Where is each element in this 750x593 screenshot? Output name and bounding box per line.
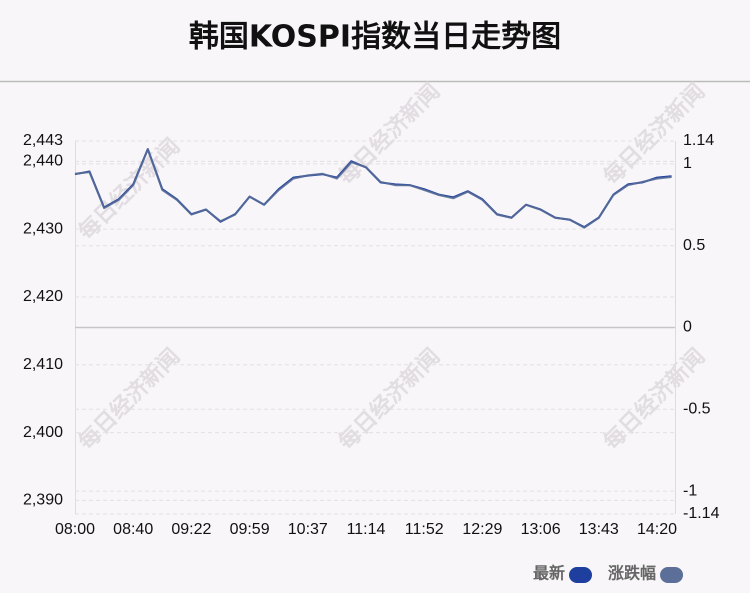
x-tick-label: 08:00 (55, 521, 95, 538)
y2-tick-label: 1 (683, 155, 692, 172)
y-tick-label: 2,440 (23, 153, 63, 170)
watermark: 每日经济新闻 (333, 343, 445, 455)
y2-tick-label: -1 (683, 482, 697, 499)
y-tick-label: 2,410 (23, 356, 63, 373)
y-tick-label: 2,400 (23, 424, 63, 441)
y-tick-label: 2,420 (23, 288, 63, 305)
x-tick-label: 08:40 (113, 521, 153, 538)
legend-swatch (660, 567, 684, 583)
y2-tick-label: 1.14 (683, 132, 714, 149)
x-tick-label: 13:06 (521, 521, 561, 538)
x-tick-label: 11:14 (347, 521, 386, 538)
watermark: 每日经济新闻 (598, 343, 710, 455)
chart-title: 韩国KOSPI指数当日走势图 (189, 20, 561, 55)
x-tick-label: 11:52 (405, 521, 444, 538)
y2-tick-label: 0 (683, 319, 692, 336)
y2-tick-label: 0.5 (683, 237, 705, 254)
legend-label: 涨跌幅 (608, 564, 656, 583)
legend-label: 最新 (533, 564, 565, 583)
watermark: 每日经济新闻 (73, 343, 185, 455)
y2-tick-label: -1.14 (683, 505, 720, 522)
x-tick-label: 13:43 (579, 521, 619, 538)
y-tick-label: 2,390 (23, 492, 63, 509)
x-tick-label: 14:20 (637, 521, 677, 538)
watermark: 每日经济新闻 (333, 78, 445, 190)
price-line (74, 148, 672, 229)
x-tick-label: 09:22 (171, 521, 211, 538)
x-tick-label: 10:37 (288, 521, 328, 538)
x-tick-label: 09:59 (230, 521, 270, 538)
legend-swatch (569, 567, 593, 583)
y-tick-label: 2,430 (23, 220, 63, 237)
x-tick-label: 12:29 (462, 521, 502, 538)
y-tick-label: 2,443 (23, 132, 63, 149)
y2-tick-label: -0.5 (683, 401, 711, 418)
